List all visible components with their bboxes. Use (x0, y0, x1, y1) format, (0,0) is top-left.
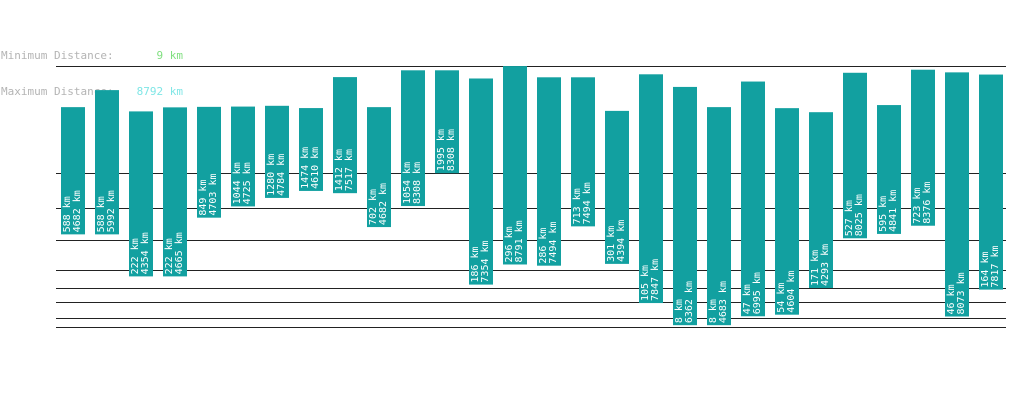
distance-bar (129, 111, 153, 277)
distance-bar (197, 106, 221, 218)
bar-min-label: 286 km (538, 228, 549, 264)
bar-min-label: 105 km (640, 265, 651, 301)
distance-bar (741, 81, 765, 317)
bar-min-label: 723 km (912, 188, 923, 224)
distance-bar (843, 72, 867, 239)
bar-min-label: 595 km (878, 196, 889, 232)
bar-min-label: 849 km (198, 180, 209, 216)
bar-max-label: 4725 km (242, 162, 253, 204)
min-distance-value: 9 km (156, 49, 184, 62)
bar-max-label: 8376 km (922, 182, 933, 224)
bar-max-label: 4784 km (276, 154, 287, 196)
distance-bar (639, 74, 663, 304)
bar-max-label: 8308 km (412, 162, 423, 204)
bar-max-label: 4682 km (72, 190, 83, 232)
bar-max-label: 8791 km (514, 220, 525, 262)
distance-bar (61, 107, 85, 235)
distance-bar (673, 86, 697, 326)
bar-max-label: 7817 km (990, 245, 1001, 287)
bar-min-label: 171 km (810, 250, 821, 286)
distance-bar (537, 77, 561, 266)
bar-min-label: 164 km (980, 251, 991, 287)
distance-bar (605, 110, 629, 264)
bar-max-label: 4394 km (616, 220, 627, 262)
bar-min-label: 222 km (130, 238, 141, 274)
distance-bar (231, 106, 255, 207)
bar-max-label: 4665 km (174, 232, 185, 274)
bar-max-label: 4610 km (310, 147, 321, 189)
bar-min-label: 1280 km (266, 154, 277, 196)
bar-min-label: 1054 km (402, 162, 413, 204)
bar-max-label: 4703 km (208, 174, 219, 216)
bar-max-label: 8025 km (854, 194, 865, 236)
min-distance-label: Minimum Distance: (1, 49, 114, 62)
distance-bar (95, 90, 119, 235)
bar-min-label: 54 km (776, 283, 787, 313)
bar-min-label: 1474 km (300, 147, 311, 189)
distance-bar (333, 77, 357, 194)
bar-max-label: 8308 km (446, 129, 457, 171)
distance-bar (265, 105, 289, 198)
bar-min-label: 588 km (96, 196, 107, 232)
bar-min-label: 47 km (742, 284, 753, 314)
bar-max-label: 8073 km (956, 272, 967, 314)
bar-min-label: 222 km (164, 238, 175, 274)
distance-bar (945, 72, 969, 317)
bar-min-label: 588 km (62, 196, 73, 232)
distance-bar (775, 108, 799, 315)
bar-min-label: 702 km (368, 189, 379, 225)
bar-min-label: 527 km (844, 200, 855, 236)
bar-min-label: 186 km (470, 246, 481, 282)
distance-bar (299, 108, 323, 191)
bar-min-label: 713 km (572, 188, 583, 224)
bar-max-label: 4841 km (888, 190, 899, 232)
bar-max-label: 4293 km (820, 244, 831, 286)
distance-bar (809, 112, 833, 289)
distance-bar (503, 66, 527, 265)
distance-bar (979, 74, 1003, 290)
bar-min-label: 1044 km (232, 162, 243, 204)
bar-max-label: 5992 km (106, 190, 117, 232)
distance-bar (401, 70, 425, 207)
bar-max-label: 7494 km (582, 182, 593, 224)
bar-max-label: 7847 km (650, 259, 661, 301)
bar-max-label: 7494 km (548, 222, 559, 264)
bar-min-label: 46 km (946, 284, 957, 314)
bar-max-label: 4682 km (378, 183, 389, 225)
bar-max-label: 6995 km (752, 272, 763, 314)
distance-bar (707, 107, 731, 326)
bar-min-label: 1412 km (334, 149, 345, 191)
bar-min-label: 1995 km (436, 129, 447, 171)
distance-bar (877, 105, 901, 234)
distance-bar (571, 77, 595, 227)
bar-max-label: 7354 km (480, 240, 491, 282)
bar-min-label: 8 km (708, 299, 719, 323)
bar-min-label: 301 km (606, 226, 617, 262)
bar-max-label: 6362 km (684, 281, 695, 323)
distance-bar (435, 70, 459, 174)
distance-bar (367, 107, 391, 228)
bar-max-label: 4604 km (786, 271, 797, 313)
bar-max-label: 4354 km (140, 232, 151, 274)
bar-max-label: 4683 km (718, 281, 729, 323)
max-distance-value: 8792 km (136, 85, 183, 98)
min-distance-row: Minimum Distance: 9 km (1, 50, 183, 62)
distance-bar (163, 107, 187, 277)
bar-min-label: 8 km (674, 299, 685, 323)
bar-min-label: 296 km (504, 226, 515, 262)
distance-bar (469, 78, 493, 285)
distance-bar (911, 69, 935, 226)
bar-max-label: 7517 km (344, 149, 355, 191)
